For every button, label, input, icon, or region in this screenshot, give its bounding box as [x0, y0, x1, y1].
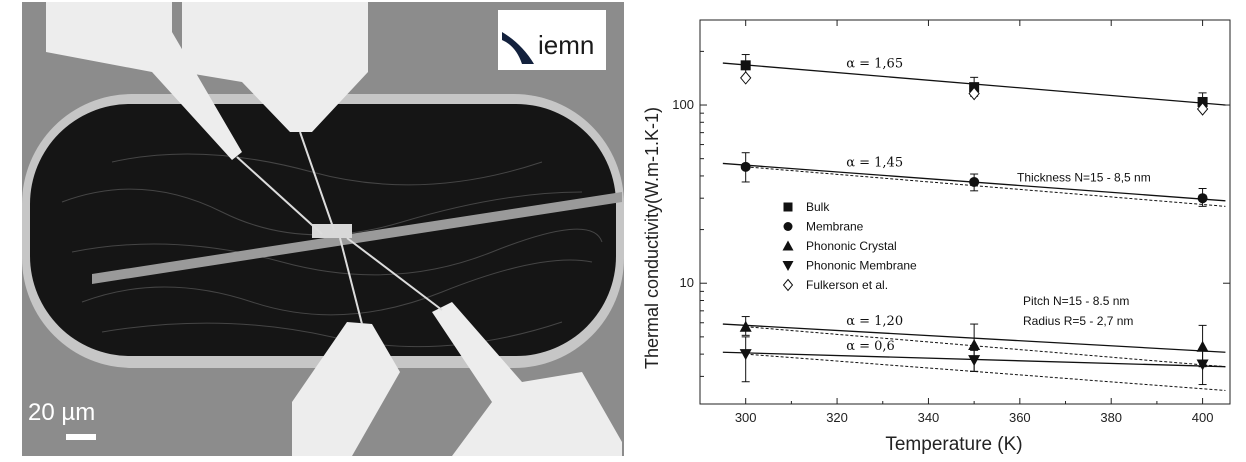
plot-frame — [699, 19, 1231, 405]
legend: Bulk Membrane Phononic Crystal Phononic Mem… — [782, 200, 917, 292]
legend-marker-triangle-down — [782, 261, 794, 271]
data-point-triangle-down — [968, 355, 981, 367]
annotation: Radius R=5 - 2,7 nm — [1023, 314, 1133, 328]
legend-marker-triangle-up — [782, 240, 794, 251]
data-point-circle — [1197, 193, 1208, 204]
data-point-triangle-down — [1196, 359, 1209, 371]
data-point-triangle-up — [739, 320, 752, 332]
electrode-top-right — [182, 2, 368, 132]
legend-label: Membrane — [806, 220, 864, 234]
data-points — [739, 60, 1209, 371]
scale-bar-label: 20 µm — [28, 399, 95, 426]
data-point-square — [740, 60, 751, 71]
central-pad — [312, 224, 352, 238]
x-tick-label: 320 — [826, 410, 848, 425]
data-point-triangle-down — [739, 349, 752, 361]
logo-swoosh-icon — [502, 32, 534, 64]
electrode-bottom-right — [432, 302, 622, 456]
fit-label: α = 0,6 — [846, 339, 895, 354]
x-axis-label: Temperature (K) — [885, 434, 1022, 455]
data-point-circle — [969, 176, 980, 187]
data-point-diamond-open — [968, 86, 980, 101]
y-tick-label: 10 — [680, 275, 694, 290]
legend-label: Fulkerson et al. — [806, 278, 888, 292]
legend-marker-square — [783, 202, 793, 212]
x-tick-label: 380 — [1100, 410, 1122, 425]
electrode-wires — [236, 131, 443, 325]
data-point-square — [1197, 96, 1208, 107]
legend-marker-diamond-open — [782, 278, 794, 292]
fit-label: α = 1,20 — [846, 314, 903, 329]
legend-label: Bulk — [806, 200, 830, 214]
y-axis-label: Thermal conductivity(W.m-1.K-1) — [642, 107, 662, 369]
axis-ticks: 300 320 340 360 380 400 10 100 — [672, 20, 1230, 425]
thermal-conductivity-chart: 300 320 340 360 380 400 10 100 α = 1,65 α = 1,45… — [630, 0, 1246, 462]
data-point-diamond-open — [740, 71, 752, 85]
iemn-logo: iemn — [498, 10, 606, 70]
logo-text: iemn — [538, 30, 594, 60]
sem-micrograph: iemn 20 µm — [22, 2, 624, 456]
legend-label: Phononic Crystal — [806, 239, 897, 253]
logo-background — [498, 10, 606, 70]
x-tick-label: 300 — [735, 410, 757, 425]
data-point-triangle-up — [968, 339, 981, 351]
y-tick-label: 100 — [672, 97, 694, 112]
fit-label: α = 1,45 — [846, 156, 903, 171]
legend-marker-circle — [783, 222, 793, 231]
data-point-triangle-up — [1196, 340, 1209, 352]
suspended-beam — [92, 192, 622, 284]
x-tick-label: 360 — [1009, 410, 1031, 425]
scale-bar — [66, 434, 96, 440]
annotations: Thickness N=15 - 8,5 nm Pitch N=15 - 8.5 … — [1017, 170, 1151, 327]
fit-labels: α = 1,65 α = 1,45 α = 1,20 α = 0,6 — [846, 56, 903, 353]
x-tick-label: 400 — [1192, 410, 1214, 425]
legend-label: Phononic Membrane — [806, 259, 917, 273]
x-tick-label: 340 — [918, 410, 940, 425]
fit-label: α = 1,65 — [846, 56, 903, 71]
trench-texture — [61, 153, 603, 348]
plot-border — [699, 19, 1231, 405]
annotation: Pitch N=15 - 8.5 nm — [1023, 294, 1129, 308]
electrode-top-left — [46, 2, 242, 160]
dashed-fit-line — [745, 166, 1226, 207]
annotation: Thickness N=15 - 8,5 nm — [1017, 170, 1151, 184]
data-point-circle — [740, 161, 751, 172]
dashed-fit-line — [745, 326, 1226, 368]
electrode-bottom-left — [292, 322, 400, 456]
data-point-diamond-open — [1196, 102, 1209, 116]
dashed-fit-line — [745, 353, 1226, 392]
